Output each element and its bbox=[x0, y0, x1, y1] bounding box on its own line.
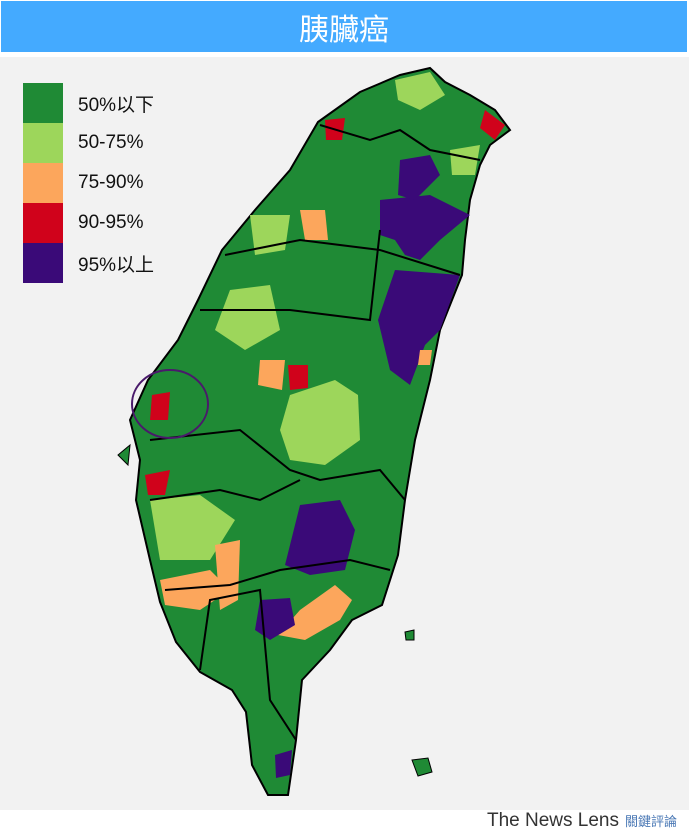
county-borders-2 bbox=[224, 238, 461, 276]
region-north-purple bbox=[398, 155, 440, 200]
legend-swatch bbox=[23, 163, 63, 203]
region-central-orange bbox=[258, 360, 285, 390]
legend: 50%以下 50-75% 75-90% 90-95% 95%以上 bbox=[23, 83, 154, 283]
region-northwest-light bbox=[215, 285, 280, 350]
region-north-light bbox=[395, 72, 445, 110]
highlight-circle bbox=[131, 369, 209, 439]
region-taoyuan-orange bbox=[300, 210, 328, 240]
legend-label: 50-75% bbox=[78, 132, 144, 153]
penghu-fragment bbox=[117, 443, 131, 467]
county-borders-6 bbox=[164, 558, 391, 591]
county-borders bbox=[319, 124, 481, 161]
green-island bbox=[404, 629, 415, 641]
region-east-mountain-2 bbox=[378, 270, 460, 385]
region-southwest-orange bbox=[215, 540, 240, 610]
legend-item: 90-95% bbox=[23, 203, 154, 243]
county-borders-3 bbox=[200, 229, 381, 322]
county-borders-7 bbox=[199, 588, 297, 741]
legend-label: 75-90% bbox=[78, 172, 144, 193]
logo-en: The News Lens bbox=[486, 810, 619, 831]
region-west-red bbox=[150, 392, 170, 420]
region-south-purple bbox=[255, 598, 295, 640]
orchid-island bbox=[411, 757, 433, 777]
legend-item: 50-75% bbox=[23, 123, 154, 163]
county-borders-5 bbox=[149, 479, 301, 502]
region-south-mountain bbox=[285, 500, 355, 575]
region-east-light bbox=[450, 145, 480, 175]
legend-label: 50%以下 bbox=[78, 94, 155, 116]
county-borders-4 bbox=[149, 428, 406, 501]
legend-item: 95%以上 bbox=[23, 243, 154, 283]
legend-swatch bbox=[23, 123, 63, 163]
legend-label: 90-95% bbox=[78, 212, 144, 233]
logo-cn: 關鍵評論 bbox=[624, 814, 677, 829]
legend-label: 95%以上 bbox=[78, 254, 155, 276]
legend-swatch bbox=[23, 83, 63, 123]
region-east-mountain bbox=[380, 195, 470, 260]
legend-item: 75-90% bbox=[23, 163, 154, 203]
legend-item: 50%以下 bbox=[23, 83, 154, 123]
region-east-orange bbox=[418, 350, 432, 365]
region-northeast-red bbox=[480, 110, 505, 140]
map-title: 胰臟癌 bbox=[1, 1, 687, 52]
region-central bbox=[280, 380, 360, 465]
region-south-orange bbox=[278, 585, 352, 640]
region-central-red bbox=[288, 365, 308, 390]
legend-swatch bbox=[23, 203, 63, 243]
region-west-light bbox=[150, 495, 235, 560]
news-lens-logo: The News Lens 關鍵評論 bbox=[487, 810, 677, 832]
region-southwest-red bbox=[145, 470, 170, 495]
region-south-tip-purple bbox=[275, 750, 292, 778]
legend-swatch bbox=[23, 243, 63, 283]
